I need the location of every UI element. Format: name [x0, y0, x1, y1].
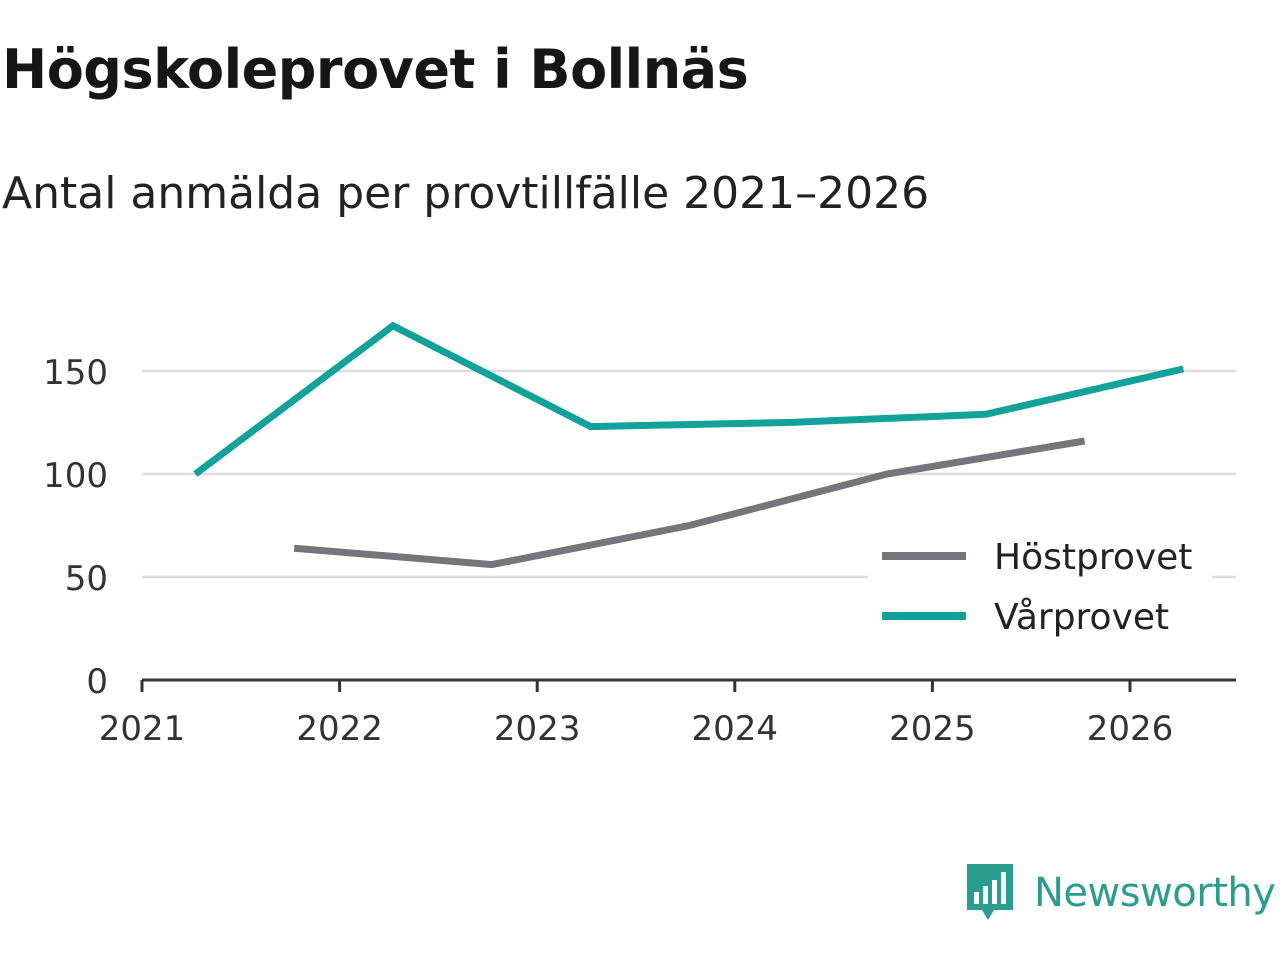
series-line-varprovet: [193, 321, 1185, 477]
brand-name: Newsworthy: [1034, 870, 1276, 916]
x-tick-label: 2025: [889, 709, 976, 749]
y-axis-ticks: 0 50 100 150: [43, 353, 108, 702]
x-tick-label: 2023: [494, 709, 581, 749]
legend-background: [868, 528, 1212, 650]
x-axis: 2021 2022 2023 2024 2025 2026: [99, 678, 1236, 749]
x-tick-label: 2026: [1087, 709, 1174, 749]
legend-label: Höstprovet: [994, 537, 1192, 578]
x-tick-label: 2022: [296, 709, 383, 749]
chart-title: Högskoleprovet i Bollnäs: [2, 38, 749, 101]
y-tick-label: 100: [43, 456, 108, 496]
legend-label: Vårprovet: [994, 597, 1169, 638]
newsworthy-logo-icon: [967, 864, 1013, 920]
series-line-hostprovet: [293, 437, 1086, 569]
x-tick-label: 2024: [692, 709, 779, 749]
series-lines: [193, 321, 1185, 569]
brand: Newsworthy: [964, 862, 1276, 924]
x-tick-label: 2021: [99, 709, 186, 749]
y-tick-label: 150: [43, 353, 108, 393]
y-tick-label: 0: [86, 662, 108, 702]
y-tick-label: 50: [65, 559, 108, 599]
chart-subtitle: Antal anmälda per provtillfälle 2021–202…: [2, 168, 930, 219]
legend: Höstprovet Vårprovet: [868, 528, 1212, 650]
